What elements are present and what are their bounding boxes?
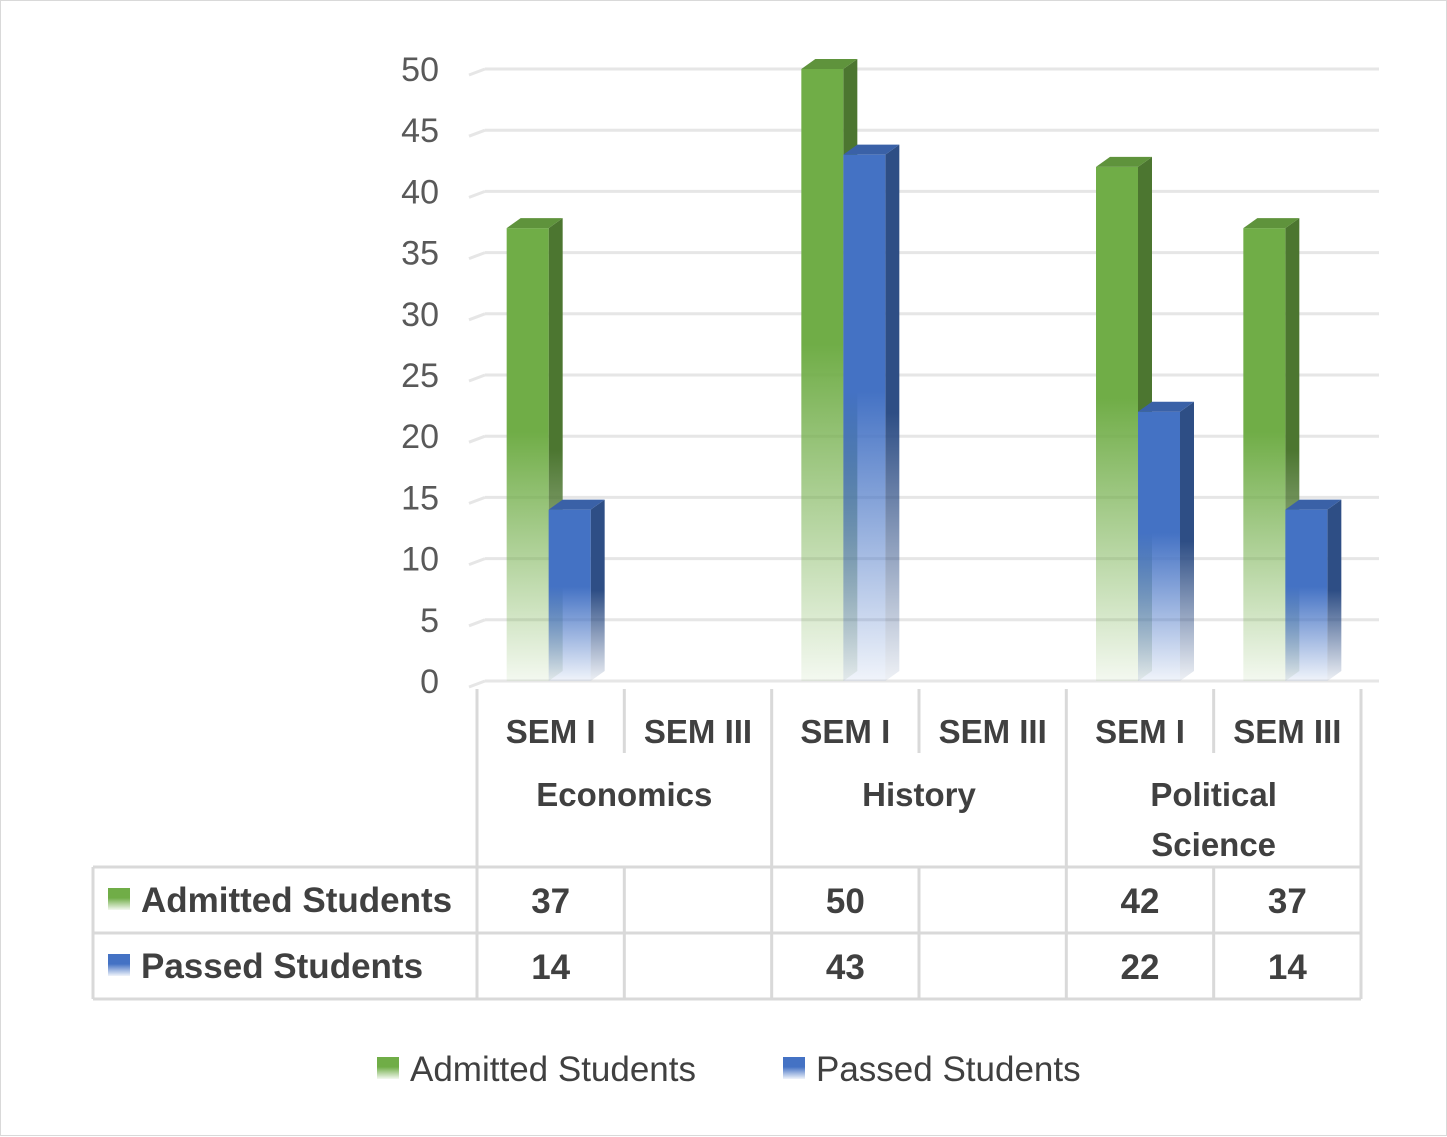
legend-swatch bbox=[377, 1057, 399, 1079]
y-tick-label: 5 bbox=[420, 602, 439, 640]
data-label: 37 bbox=[531, 882, 570, 921]
data-label: 50 bbox=[826, 882, 865, 921]
gridline-depth bbox=[468, 189, 486, 199]
table-row-label: Passed Students bbox=[141, 947, 423, 986]
y-tick-label: 40 bbox=[401, 173, 439, 211]
gridline-depth bbox=[468, 679, 486, 689]
gridline-depth bbox=[468, 67, 486, 77]
legend-label: Admitted Students bbox=[410, 1050, 696, 1089]
legend-label: Passed Students bbox=[816, 1050, 1081, 1089]
y-tick-label: 50 bbox=[401, 51, 439, 89]
x-category-label: SEM III bbox=[644, 713, 752, 750]
bar-passed-students bbox=[843, 144, 900, 681]
gridline-depth bbox=[468, 618, 486, 628]
y-tick-label: 15 bbox=[401, 479, 439, 517]
y-tick-label: 35 bbox=[401, 235, 439, 273]
data-label: 14 bbox=[531, 948, 570, 987]
y-tick-label: 45 bbox=[401, 112, 439, 150]
x-group-label: Political Science bbox=[1150, 776, 1277, 863]
x-group-label: Economics bbox=[536, 776, 712, 813]
x-category-label: SEM III bbox=[939, 713, 1047, 750]
gridline-depth bbox=[468, 434, 486, 444]
data-label: 43 bbox=[826, 948, 865, 987]
gridline-depth bbox=[468, 312, 486, 322]
table-legend-key bbox=[108, 954, 130, 976]
y-tick-label: 30 bbox=[401, 296, 439, 334]
x-category-label: SEM III bbox=[1233, 713, 1341, 750]
x-group-label: History bbox=[862, 776, 976, 813]
y-tick-label: 0 bbox=[420, 663, 439, 701]
gridline-depth bbox=[468, 128, 486, 138]
data-label: 22 bbox=[1121, 948, 1160, 987]
x-category-label: SEM I bbox=[1095, 713, 1185, 750]
y-tick-label: 20 bbox=[401, 418, 439, 456]
x-category-label: SEM I bbox=[506, 713, 596, 750]
y-tick-label: 25 bbox=[401, 357, 439, 395]
legend-swatch bbox=[783, 1057, 805, 1079]
gridline-depth bbox=[468, 495, 486, 505]
table-row-label: Admitted Students bbox=[141, 881, 452, 920]
data-label: 42 bbox=[1121, 882, 1160, 921]
gridline-depth bbox=[468, 373, 486, 383]
bar-passed-students bbox=[1285, 499, 1342, 681]
y-tick-label: 10 bbox=[401, 541, 439, 579]
gridline-depth bbox=[468, 251, 486, 261]
gridline-depth bbox=[468, 557, 486, 567]
bar-passed-students bbox=[548, 499, 605, 681]
data-label: 37 bbox=[1268, 882, 1307, 921]
table-legend-key bbox=[108, 888, 130, 910]
x-category-label: SEM I bbox=[800, 713, 890, 750]
bar-passed-students bbox=[1138, 401, 1194, 681]
data-label: 14 bbox=[1268, 948, 1307, 987]
